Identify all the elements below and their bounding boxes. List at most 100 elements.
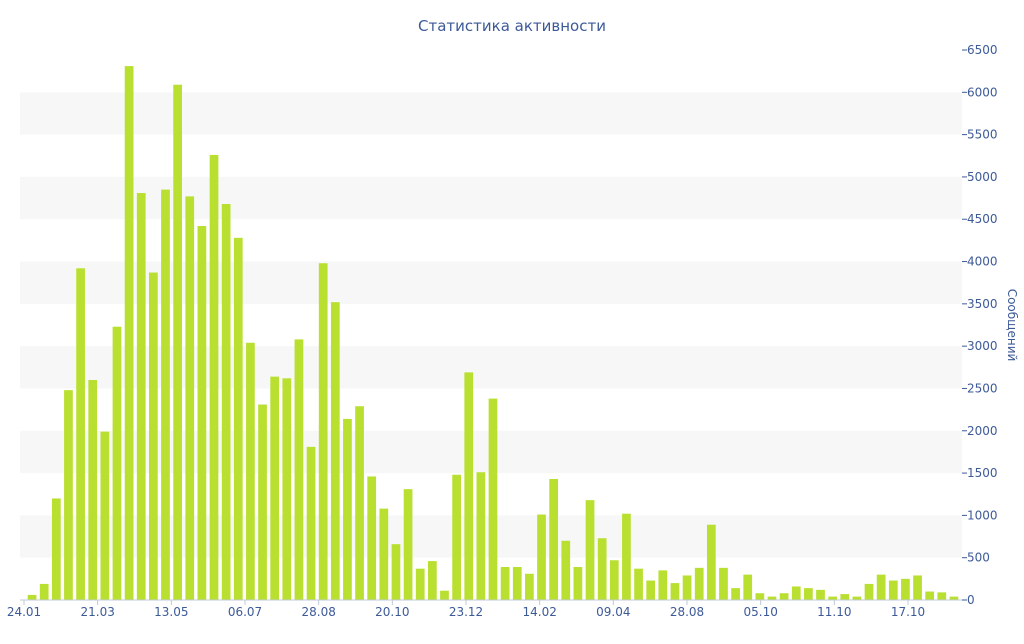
bar: [500, 567, 510, 600]
x-tick-label: 17.10: [891, 605, 925, 619]
y-tick-label: 6000: [967, 85, 998, 99]
y-tick-label: 2000: [967, 424, 998, 438]
bar: [755, 593, 765, 600]
bar: [464, 372, 474, 600]
x-tick-label: 23.12: [449, 605, 483, 619]
bar: [367, 476, 377, 600]
y-tick-label: 1500: [967, 466, 998, 480]
y-tick-label: 4500: [967, 212, 998, 226]
bar: [318, 263, 328, 600]
bar: [27, 594, 37, 600]
bar: [379, 508, 389, 600]
bar: [937, 592, 947, 600]
bar: [561, 540, 571, 600]
bar: [731, 588, 740, 600]
bar: [76, 268, 85, 600]
y-tick-label: 0: [967, 593, 975, 607]
chart-title: Статистика активности: [418, 17, 606, 35]
bar: [51, 498, 61, 600]
x-tick-label: 13.05: [154, 605, 188, 619]
y-tick-label: 500: [967, 551, 990, 565]
bar: [258, 404, 267, 600]
x-tick-label: 28.08: [670, 605, 704, 619]
bar: [197, 226, 207, 600]
bar: [476, 472, 486, 600]
bar: [100, 431, 110, 600]
bar: [743, 574, 753, 600]
x-tick-label: 20.10: [375, 605, 409, 619]
y-tick-label: 4000: [967, 255, 998, 269]
bar: [173, 84, 182, 600]
bar: [670, 583, 680, 600]
bar: [609, 560, 619, 600]
bar: [403, 489, 413, 600]
bar: [804, 588, 813, 600]
y-tick-label: 2500: [967, 381, 998, 395]
x-tick-label: 28.08: [301, 605, 335, 619]
grid-band: [20, 92, 962, 135]
x-tick-label: 24.01: [7, 605, 41, 619]
bar: [767, 596, 777, 600]
y-tick-label: 5000: [967, 170, 998, 184]
bar: [488, 398, 498, 600]
bar: [549, 479, 559, 600]
bar: [816, 589, 825, 600]
bar: [427, 561, 437, 600]
bar: [791, 586, 801, 600]
bar: [161, 189, 170, 600]
bar: [282, 378, 292, 600]
bar: [415, 568, 425, 600]
y-tick-label: 5500: [967, 128, 998, 142]
bar: [512, 567, 522, 600]
x-axis-ticks: 24.01 21.03 13.05 06.07 28.08 20.10 23.12 14.02…: [7, 600, 925, 619]
bar-series: [27, 66, 959, 601]
bar: [864, 583, 874, 600]
bar: [658, 570, 668, 600]
bar: [840, 594, 850, 600]
bar: [149, 272, 158, 600]
bar: [440, 590, 449, 600]
x-tick-label: 09.04: [596, 605, 630, 619]
y-axis-ticks: 0 500 1000 1500 2000 2500 3000 3500 4000 4500 5000…: [962, 43, 998, 607]
bar: [136, 193, 146, 600]
bar: [585, 500, 595, 600]
bar: [694, 567, 704, 600]
x-tick-label: 05.10: [743, 605, 777, 619]
y-tick-label: 3000: [967, 339, 998, 353]
bar: [221, 204, 231, 600]
bar: [306, 446, 316, 600]
bar: [246, 342, 255, 600]
bar: [355, 406, 364, 600]
bar: [682, 575, 692, 600]
bar: [270, 376, 280, 600]
x-tick-label: 06.07: [228, 605, 262, 619]
bar: [88, 380, 98, 600]
bar: [573, 567, 583, 600]
bar: [622, 513, 631, 600]
bar: [913, 575, 922, 600]
bar: [706, 524, 716, 600]
bar: [39, 583, 49, 600]
bar: [646, 580, 656, 600]
bar: [852, 596, 862, 600]
x-tick-label: 14.02: [522, 605, 556, 619]
bar: [209, 154, 219, 601]
y-axis-title: Сообщений: [1005, 289, 1019, 362]
y-tick-label: 1000: [967, 508, 998, 522]
bar: [294, 339, 304, 600]
bar: [452, 474, 461, 600]
bar: [719, 567, 728, 600]
bar: [597, 538, 607, 600]
x-tick-label: 21.03: [80, 605, 114, 619]
bar: [185, 196, 195, 600]
bar: [330, 302, 340, 600]
bar: [888, 580, 898, 600]
bar: [233, 237, 243, 600]
bar: [112, 326, 122, 600]
bar: [525, 573, 534, 600]
bar: [949, 596, 959, 600]
bar: [901, 578, 910, 600]
bar: [828, 596, 837, 600]
